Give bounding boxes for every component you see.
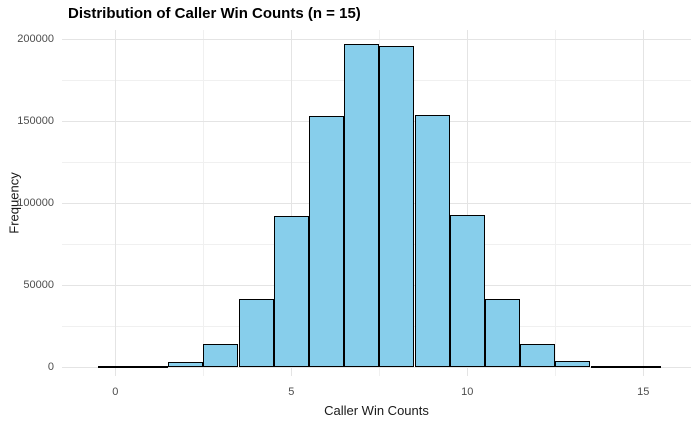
major-gridline-y	[62, 39, 691, 41]
histogram-bar-6	[308, 115, 345, 367]
major-gridline-x	[115, 30, 117, 376]
histogram-bar-3	[203, 344, 239, 367]
histogram-bar-10	[449, 214, 485, 367]
histogram-bar-2	[168, 361, 204, 367]
y-tick-label: 200000	[17, 33, 54, 46]
major-gridline-x	[467, 30, 469, 376]
histogram-bar-4	[238, 299, 274, 367]
x-tick-label: 0	[112, 386, 119, 398]
y-tick-label: 100000	[17, 197, 54, 209]
x-tick-label: 10	[461, 386, 474, 398]
histogram-bar-11	[484, 298, 521, 367]
major-gridline-y	[62, 366, 691, 368]
histogram-bar-15	[625, 365, 661, 368]
x-axis-title: Caller Win Counts	[324, 403, 429, 418]
x-tick-label: 5	[288, 386, 295, 398]
y-tick-label: 0	[47, 360, 54, 373]
histogram-bar-9	[414, 114, 450, 367]
major-gridline-x	[291, 30, 293, 376]
histogram-bar-7	[344, 44, 380, 367]
histogram-bar-1	[132, 365, 169, 368]
chart-title: Distribution of Caller Win Counts (n = 1…	[68, 5, 361, 22]
plot-panel	[62, 30, 691, 376]
histogram-bar-14	[590, 365, 626, 368]
histogram-bar-0	[97, 365, 133, 368]
histogram-bar-13	[555, 361, 591, 367]
histogram-bar-12	[520, 344, 556, 367]
y-tick-label: 150000	[17, 115, 54, 128]
x-tick-label: 15	[637, 386, 650, 398]
major-gridline-x	[643, 30, 645, 376]
histogram-bar-8	[379, 45, 415, 367]
histogram-bar-5	[273, 215, 309, 367]
y-tick-label: 50000	[23, 278, 54, 291]
